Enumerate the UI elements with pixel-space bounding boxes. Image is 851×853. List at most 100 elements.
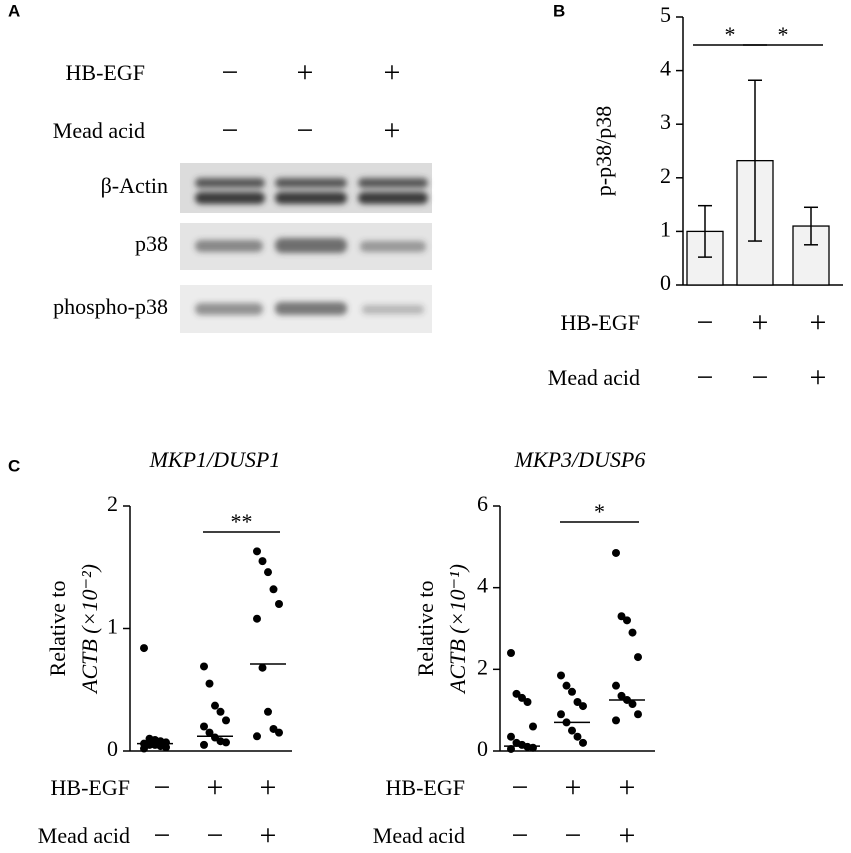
condition-sign: − — [697, 306, 714, 339]
point — [557, 671, 565, 680]
condition-sign: − — [222, 114, 239, 147]
condition-label: HB-EGF — [386, 775, 465, 800]
point — [258, 663, 267, 672]
point — [579, 702, 587, 711]
panel-label: A — [8, 1, 20, 20]
y-tick-label: 1 — [660, 216, 671, 241]
point — [628, 700, 637, 709]
point — [529, 743, 537, 752]
point — [162, 743, 170, 752]
condition-label: Mead acid — [38, 823, 130, 848]
point — [258, 557, 267, 566]
condition-sign: + — [384, 56, 401, 89]
condition-sign: + — [565, 771, 582, 804]
condition-label: Mead acid — [548, 365, 640, 390]
significance-label: ** — [231, 509, 253, 534]
point — [211, 701, 219, 710]
condition-sign: − — [297, 114, 314, 147]
point — [253, 547, 261, 556]
y-tick-label: 0 — [477, 736, 488, 761]
condition-sign: − — [154, 819, 171, 852]
condition-sign: − — [154, 771, 171, 804]
point — [205, 679, 214, 688]
y-tick-label: 6 — [477, 491, 488, 516]
condition-label: HB-EGF — [561, 310, 640, 335]
point — [612, 548, 620, 557]
significance-label: * — [778, 22, 789, 47]
condition-sign: + — [297, 56, 314, 89]
point — [612, 681, 620, 690]
point — [216, 707, 225, 716]
point — [573, 732, 582, 741]
blot-images — [180, 163, 432, 333]
condition-sign: + — [752, 306, 769, 339]
condition-sign: + — [810, 306, 827, 339]
band-label: β-Actin — [101, 173, 168, 198]
point — [222, 738, 230, 747]
condition-sign: + — [207, 771, 224, 804]
point — [140, 644, 148, 653]
point — [529, 722, 537, 731]
band-label: p38 — [135, 231, 168, 256]
point — [512, 689, 521, 698]
condition-sign: − — [512, 771, 529, 804]
significance-label: * — [594, 499, 605, 524]
point — [523, 698, 532, 706]
point — [568, 687, 576, 696]
condition-sign: + — [384, 114, 401, 147]
condition-sign: − — [207, 819, 224, 852]
point — [264, 707, 272, 716]
condition-sign: − — [697, 361, 714, 394]
point — [205, 728, 214, 737]
point — [200, 740, 208, 749]
y-tick-label: 5 — [660, 2, 671, 27]
point — [612, 716, 620, 725]
y-axis-label: ACTB (×10⁻¹) — [445, 564, 470, 695]
y-tick-label: 2 — [660, 163, 671, 188]
point — [269, 585, 278, 594]
y-tick-label: 1 — [107, 614, 118, 639]
y-tick-label: 4 — [477, 573, 488, 598]
point — [200, 662, 208, 671]
y-axis-label: p-p38/p38 — [591, 106, 616, 196]
y-tick-label: 0 — [660, 270, 671, 295]
condition-sign: − — [512, 819, 529, 852]
y-tick-label: 2 — [477, 654, 488, 679]
y-tick-label: 0 — [107, 736, 118, 761]
condition-sign: − — [222, 56, 239, 89]
point — [253, 732, 261, 741]
chart-title: MKP1/DUSP1 — [149, 447, 281, 472]
point — [617, 612, 626, 621]
condition-sign: + — [260, 771, 277, 804]
point — [628, 628, 637, 637]
condition-label: Mead acid — [373, 823, 465, 848]
point — [634, 710, 642, 719]
condition-label: HB-EGF — [66, 60, 145, 85]
chart-title: MKP3/DUSP6 — [514, 447, 646, 472]
point — [275, 600, 283, 608]
y-tick-label: 2 — [107, 491, 118, 516]
point — [140, 744, 148, 753]
band-label: phospho-p38 — [53, 294, 168, 319]
point — [557, 710, 565, 719]
y-axis-label: ACTB (×10⁻²) — [77, 564, 102, 695]
point — [275, 728, 283, 737]
point — [518, 693, 526, 702]
point — [507, 649, 515, 657]
y-axis-label: Relative to — [45, 581, 70, 677]
panel-label: B — [553, 1, 565, 20]
point — [634, 653, 642, 662]
point — [253, 614, 261, 623]
point — [507, 732, 515, 741]
point — [573, 698, 582, 706]
point — [562, 681, 571, 690]
condition-sign: − — [565, 819, 582, 852]
point — [568, 726, 576, 735]
condition-label: Mead acid — [53, 118, 145, 143]
y-axis-label: Relative to — [413, 581, 438, 677]
point — [222, 716, 230, 725]
condition-sign: + — [619, 819, 636, 852]
panel-label: C — [8, 456, 20, 475]
point — [579, 738, 587, 747]
